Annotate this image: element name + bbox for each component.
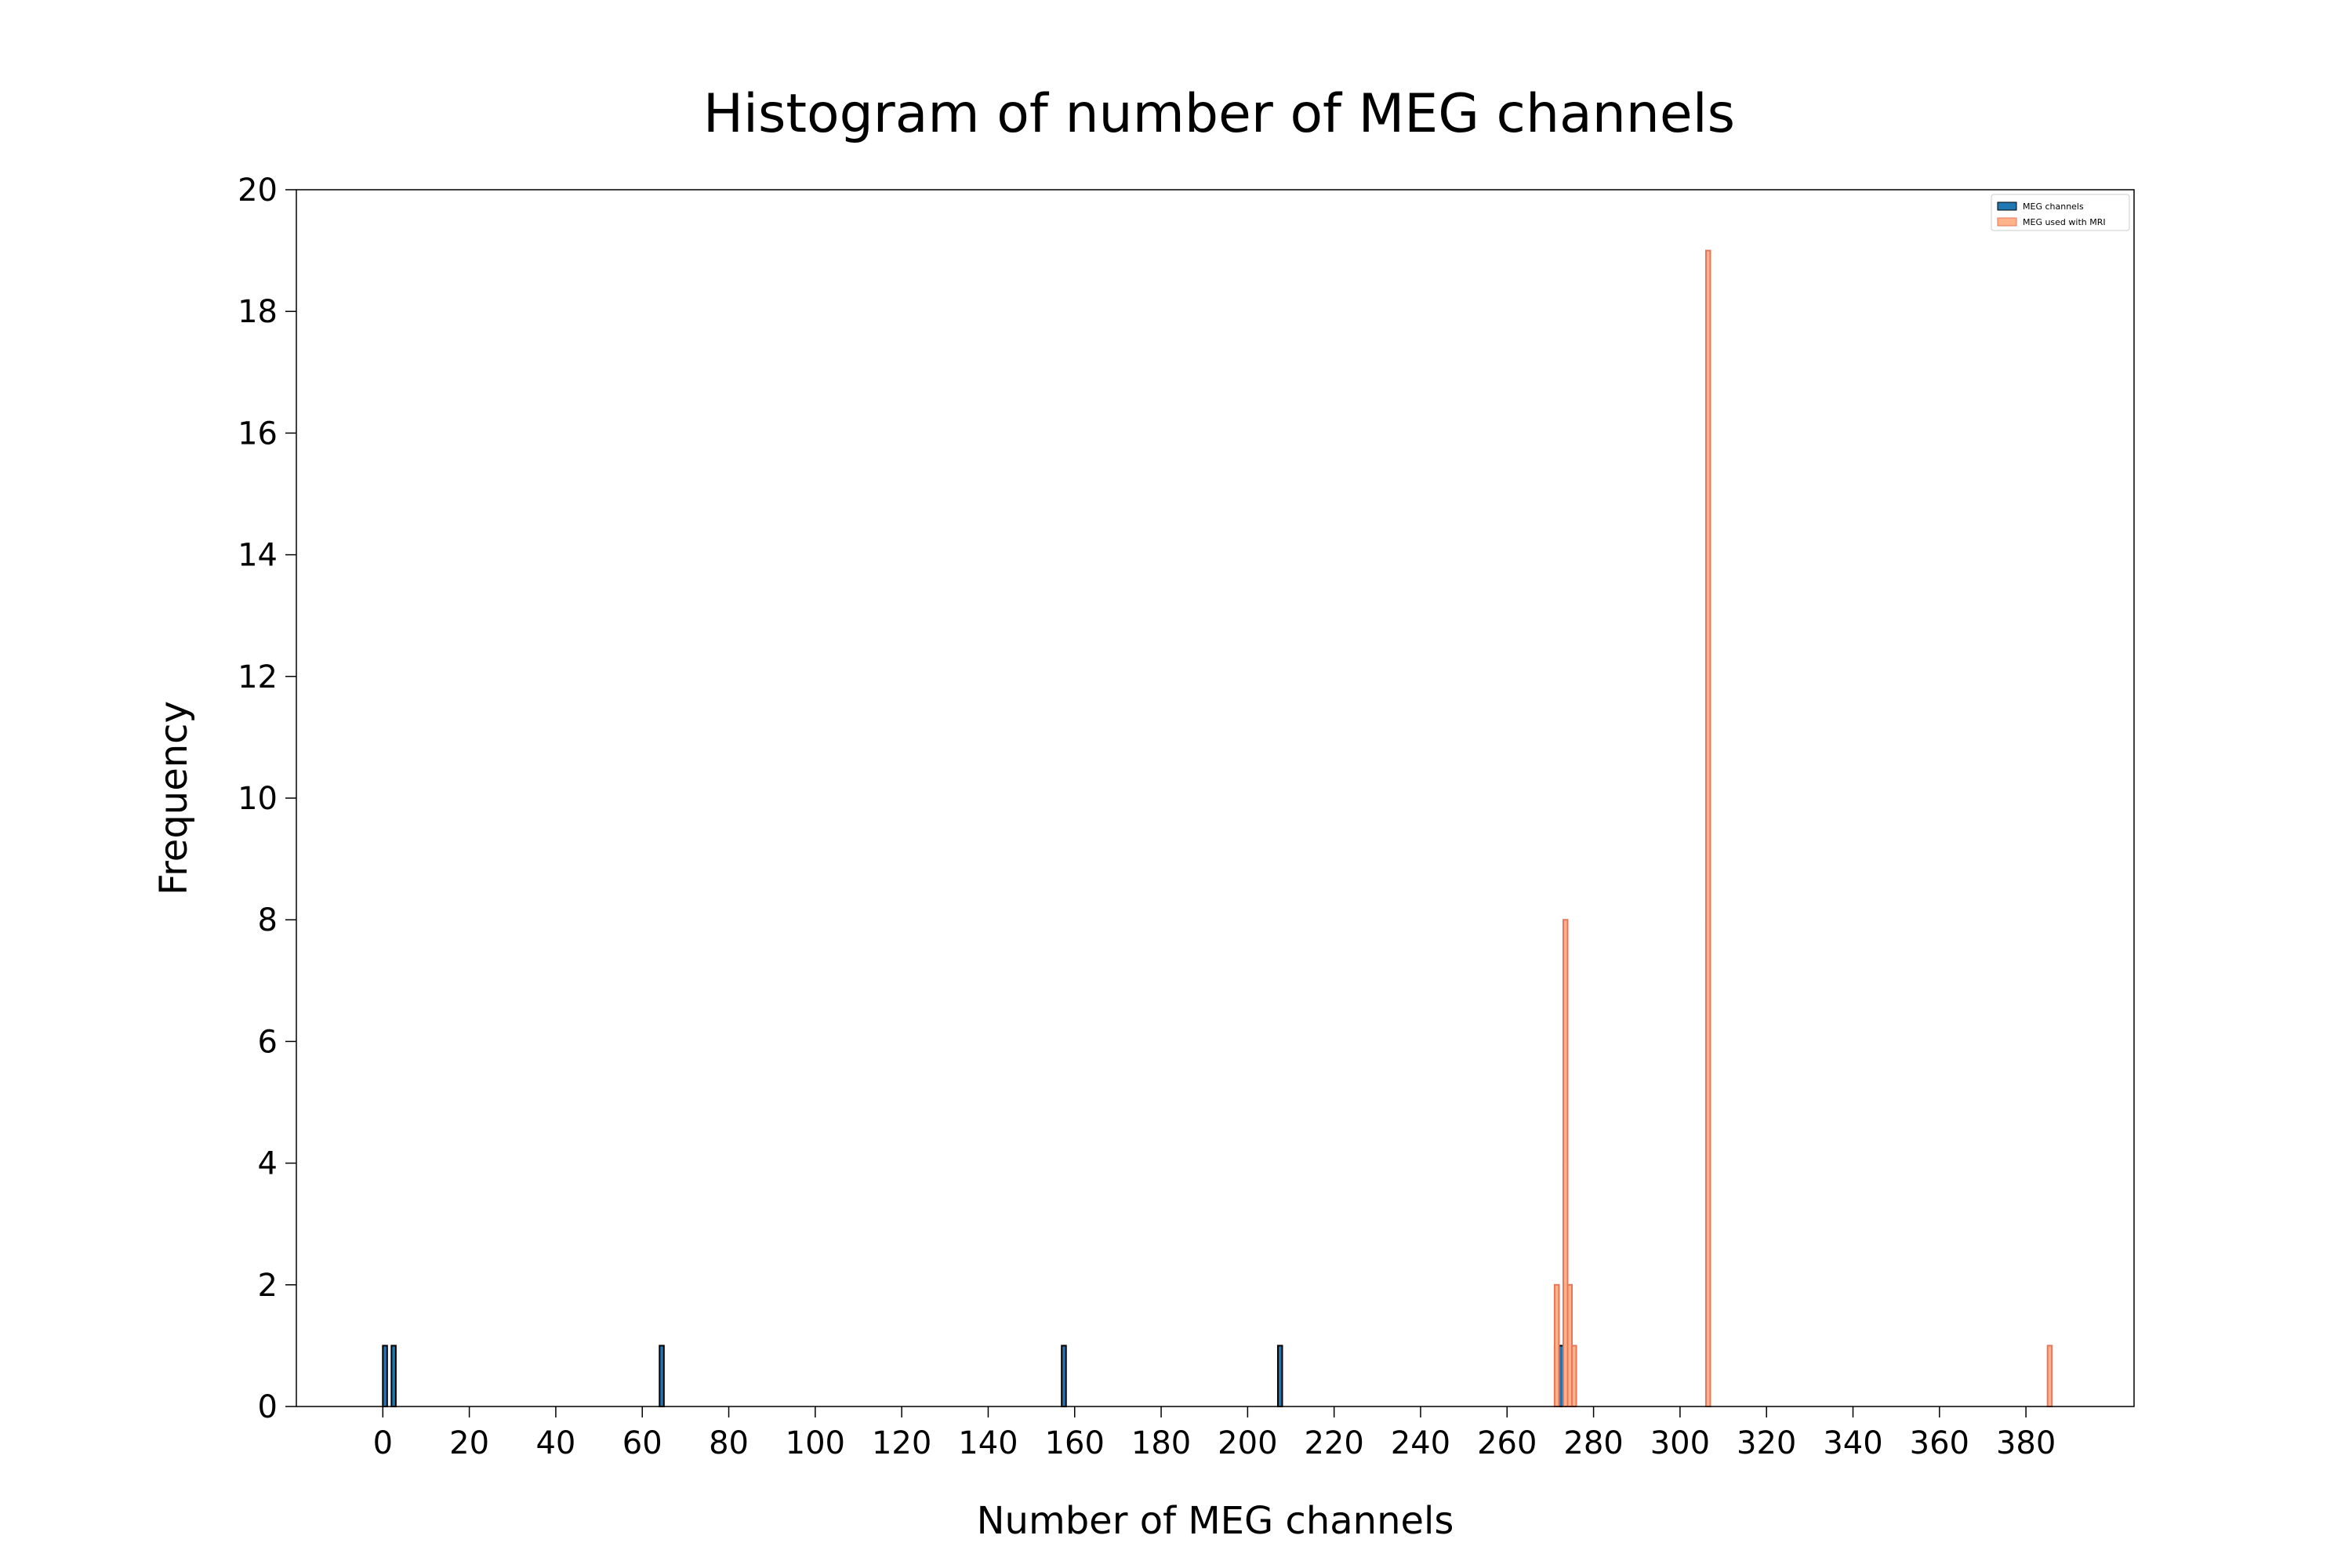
- x-axis-label: Number of MEG channels: [977, 1499, 1454, 1543]
- y-tick-label: 10: [238, 781, 278, 817]
- meg-channels-bar: [659, 1345, 665, 1408]
- plot-frame: [296, 189, 2135, 1407]
- x-tick-label: 220: [1304, 1425, 1363, 1461]
- legend-box: [1991, 194, 2130, 231]
- y-tick-label: 2: [258, 1268, 278, 1304]
- x-tick-label: 140: [958, 1425, 1018, 1461]
- y-tick-label: 12: [238, 659, 278, 695]
- x-tick-label: 260: [1477, 1425, 1537, 1461]
- x-tick-label: 200: [1218, 1425, 1277, 1461]
- bars-layer: [382, 249, 2053, 1408]
- x-tick-label: 340: [1823, 1425, 1882, 1461]
- y-axis-label: Frequency: [152, 701, 196, 895]
- y-axis: 0 2 4 6 8 10 12 14 16 18 20: [238, 172, 296, 1425]
- x-tick-label: 120: [872, 1425, 931, 1461]
- meg-mri-bar: [1571, 1345, 1577, 1408]
- meg-mri-bar: [1553, 1283, 1560, 1408]
- meg-channels-bar: [382, 1345, 388, 1408]
- meg-mri-bar: [1704, 249, 1711, 1408]
- legend-swatch: [1997, 217, 2017, 227]
- x-axis: 0 20 40 60 80 100 120 140 160 180 200 220 240 260 280 3…: [373, 1406, 2056, 1461]
- x-tick-label: 300: [1650, 1425, 1710, 1461]
- y-tick-label: 14: [238, 538, 278, 574]
- meg-channels-bar: [1061, 1345, 1067, 1408]
- legend-label: MEG used with MRI: [2023, 217, 2106, 227]
- y-tick-label: 8: [258, 902, 278, 938]
- meg-channels-bar: [1276, 1345, 1283, 1408]
- x-tick-label: 380: [1996, 1425, 2056, 1461]
- y-tick-label: 18: [238, 294, 278, 330]
- x-tick-label: 160: [1045, 1425, 1105, 1461]
- x-tick-label: 240: [1391, 1425, 1450, 1461]
- legend-label: MEG channels: [2023, 201, 2084, 212]
- x-tick-label: 40: [535, 1425, 575, 1461]
- x-tick-label: 100: [786, 1425, 845, 1461]
- x-tick-label: 80: [709, 1425, 749, 1461]
- x-tick-label: 280: [1563, 1425, 1623, 1461]
- y-tick-label: 0: [258, 1389, 278, 1425]
- x-tick-label: 20: [449, 1425, 489, 1461]
- x-tick-label: 0: [373, 1425, 393, 1461]
- y-tick-label: 16: [238, 416, 278, 452]
- y-tick-label: 20: [238, 172, 278, 209]
- x-tick-label: 360: [1910, 1425, 1969, 1461]
- chart-title: Histogram of number of MEG channels: [703, 83, 1735, 145]
- y-tick-label: 6: [258, 1024, 278, 1060]
- legend-swatch: [1997, 201, 2017, 211]
- meg-channels-bar: [390, 1345, 397, 1408]
- x-tick-label: 60: [622, 1425, 662, 1461]
- y-tick-label: 4: [258, 1146, 278, 1182]
- x-tick-label: 320: [1737, 1425, 1796, 1461]
- meg-mri-bar: [2046, 1345, 2053, 1408]
- x-tick-label: 180: [1131, 1425, 1191, 1461]
- legend: MEG channels MEG used with MRI: [1991, 194, 2130, 231]
